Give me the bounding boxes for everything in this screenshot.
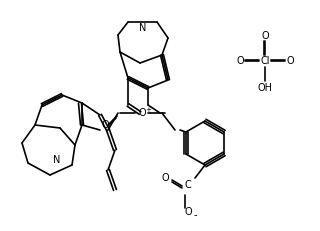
Text: O: O (101, 120, 109, 130)
Text: OH: OH (258, 83, 273, 93)
Text: O: O (261, 31, 269, 41)
Text: O: O (138, 108, 146, 118)
Text: -: - (193, 210, 197, 220)
Text: +: + (145, 107, 151, 113)
Text: O: O (161, 173, 169, 183)
Text: O: O (236, 56, 244, 66)
Text: Cl: Cl (260, 56, 270, 66)
Text: O: O (286, 56, 294, 66)
Text: N: N (139, 23, 147, 33)
Text: N: N (53, 155, 61, 165)
Text: C: C (185, 180, 191, 190)
Text: O: O (184, 207, 192, 217)
